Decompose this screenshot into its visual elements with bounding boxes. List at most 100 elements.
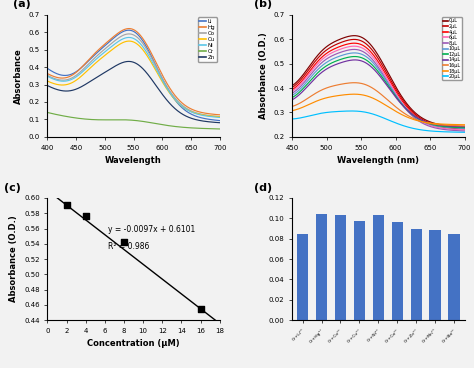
- Zn: [45, 83, 50, 88]
- 14μL: [392, 94, 398, 99]
- 16μL: [352, 81, 357, 85]
- Cu: [147, 59, 153, 63]
- Cr: [45, 110, 50, 115]
- 2μL: [289, 85, 295, 90]
- 20μL: [392, 120, 398, 125]
- 0μL: [352, 33, 357, 38]
- Line: 6μL: 6μL: [292, 46, 465, 130]
- 0μL: [372, 47, 377, 52]
- 14μL: [462, 124, 467, 129]
- 20μL: [431, 129, 437, 134]
- Co: [217, 114, 223, 119]
- Point: [120, 239, 128, 245]
- Cu: [128, 39, 134, 43]
- Line: 20μL: 20μL: [292, 111, 465, 132]
- Hg: [217, 113, 223, 117]
- 16μL: [289, 104, 295, 109]
- Cr: [186, 125, 191, 130]
- 18μL: [392, 109, 398, 113]
- 6μL: [383, 74, 389, 79]
- Line: 16μL: 16μL: [292, 83, 465, 126]
- Cu: [186, 109, 192, 113]
- 4μL: [383, 72, 389, 77]
- Y-axis label: Absorbance: Absorbance: [14, 48, 23, 104]
- Line: 4μL: 4μL: [292, 43, 465, 129]
- 12μL: [383, 80, 389, 84]
- 12μL: [289, 95, 295, 100]
- 8μL: [373, 61, 378, 66]
- Point: [197, 306, 204, 312]
- 6μL: [392, 90, 398, 94]
- Li: [138, 36, 144, 40]
- 18μL: [373, 97, 378, 102]
- 4μL: [352, 41, 357, 45]
- Li: [126, 28, 131, 32]
- Zn: [186, 115, 192, 120]
- 16μL: [373, 88, 378, 92]
- Ni: [138, 42, 144, 47]
- Cr: [213, 127, 219, 131]
- Bar: [316, 214, 327, 320]
- Line: Cr: Cr: [47, 113, 220, 129]
- 2μL: [431, 122, 437, 127]
- 20μL: [289, 117, 295, 121]
- Cu: [45, 79, 50, 83]
- 16μL: [458, 124, 464, 128]
- 18μL: [351, 92, 357, 96]
- 0μL: [462, 125, 467, 129]
- Line: 14μL: 14μL: [292, 60, 465, 127]
- Text: (c): (c): [4, 183, 21, 193]
- 8μL: [392, 92, 398, 96]
- 16μL: [431, 122, 437, 126]
- 8μL: [383, 77, 389, 81]
- 4μL: [372, 54, 377, 59]
- 20μL: [383, 117, 389, 121]
- 14μL: [383, 82, 389, 86]
- 2μL: [372, 51, 377, 55]
- 20μL: [462, 130, 467, 134]
- 10μL: [462, 126, 467, 131]
- Hg: [45, 71, 50, 76]
- 4μL: [462, 127, 467, 131]
- Text: R² = 0.986: R² = 0.986: [108, 242, 149, 251]
- 2μL: [458, 125, 464, 130]
- X-axis label: Concentration (μM): Concentration (μM): [87, 339, 180, 348]
- 0μL: [458, 124, 464, 129]
- Legend: 0μL, 2μL, 4μL, 6μL, 8μL, 10μL, 12μL, 14μL, 16μL, 18μL, 20μL: 0μL, 2μL, 4μL, 6μL, 8μL, 10μL, 12μL, 14μ…: [442, 17, 462, 81]
- Hg: [126, 26, 132, 31]
- Co: [186, 107, 192, 112]
- 8μL: [458, 129, 464, 133]
- 10μL: [392, 92, 398, 96]
- 6μL: [351, 44, 357, 48]
- X-axis label: Wavelength (nm): Wavelength (nm): [337, 156, 419, 165]
- Hg: [128, 26, 134, 31]
- 2μL: [383, 69, 389, 74]
- Line: Zn: Zn: [47, 61, 220, 123]
- 2μL: [462, 126, 467, 130]
- 4μL: [289, 87, 295, 92]
- Ni: [213, 115, 219, 119]
- Bar: [429, 230, 441, 320]
- 0μL: [383, 66, 389, 71]
- Cr: [217, 127, 223, 131]
- 8μL: [351, 47, 357, 52]
- Cr: [147, 120, 153, 125]
- Li: [127, 28, 132, 32]
- Li: [128, 28, 134, 33]
- 6μL: [458, 128, 464, 132]
- Line: 18μL: 18μL: [292, 94, 465, 125]
- 0μL: [392, 84, 398, 88]
- 16μL: [392, 104, 398, 109]
- 12μL: [372, 65, 377, 70]
- 18μL: [289, 109, 295, 113]
- 12μL: [352, 54, 357, 59]
- Ni: [127, 35, 132, 40]
- 0μL: [431, 121, 437, 125]
- 14μL: [372, 68, 377, 72]
- Line: Co: Co: [47, 34, 220, 117]
- Line: Ni: Ni: [47, 38, 220, 117]
- 20μL: [372, 112, 377, 117]
- 10μL: [289, 93, 295, 98]
- 16μL: [462, 124, 467, 128]
- 8μL: [431, 125, 437, 130]
